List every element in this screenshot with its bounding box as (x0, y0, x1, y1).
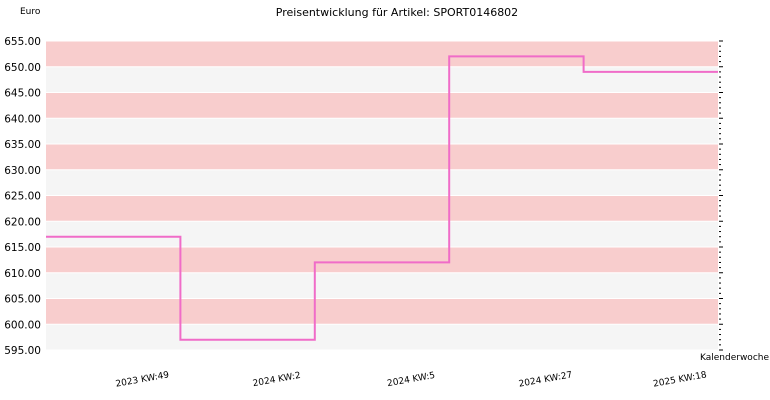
y-tick-label: 595.00 (4, 345, 41, 357)
y-axis-label: Euro (20, 7, 41, 17)
x-axis-label: Kalenderwoche (700, 353, 769, 363)
background-band (46, 66, 718, 93)
y-tick-label: 630.00 (4, 165, 41, 177)
right-axis-minor-ticks (719, 40, 723, 351)
x-tick-label: 2024 KW:2 (252, 371, 301, 389)
x-tick-label: 2025 KW:18 (652, 370, 707, 389)
y-tick-label: 650.00 (4, 62, 41, 74)
y-tick-label: 605.00 (4, 294, 41, 306)
price-step-line (46, 55, 718, 341)
x-tick-label: 2024 KW:5 (386, 371, 435, 389)
y-tick-label: 655.00 (4, 36, 41, 48)
background-band (46, 144, 718, 170)
background-band (46, 324, 718, 350)
y-tick-label: 645.00 (4, 88, 41, 100)
background-band (46, 272, 718, 299)
chart-title: Preisentwicklung für Artikel: SPORT01468… (276, 6, 518, 19)
series-lines (46, 55, 718, 341)
y-axis-ticks: 595.00 600.00 605.00 610.00 615.00 620.00 625.… (4, 36, 41, 357)
y-tick-label: 600.00 (4, 319, 41, 331)
y-tick-label: 620.00 (4, 216, 41, 228)
x-axis-tick-labels: 2023 KW:49 2024 KW:2 2024 KW:5 2024 KW:27 20… (115, 370, 708, 389)
y-tick-label: 635.00 (4, 139, 41, 151)
background-band (46, 247, 718, 273)
background-band (46, 298, 718, 325)
x-tick-label: 2023 KW:49 (115, 370, 170, 389)
background-band (46, 41, 718, 67)
background-band (46, 92, 718, 119)
background-bands (46, 40, 718, 351)
x-tick-label: 2024 KW:27 (518, 370, 573, 389)
y-tick-label: 610.00 (4, 268, 41, 280)
y-tick-label: 625.00 (4, 191, 41, 203)
y-tick-label: 640.00 (4, 113, 41, 125)
background-band (46, 118, 718, 144)
background-band (46, 195, 718, 222)
background-band (46, 221, 718, 247)
background-band (46, 169, 718, 196)
y-tick-label: 615.00 (4, 242, 41, 254)
